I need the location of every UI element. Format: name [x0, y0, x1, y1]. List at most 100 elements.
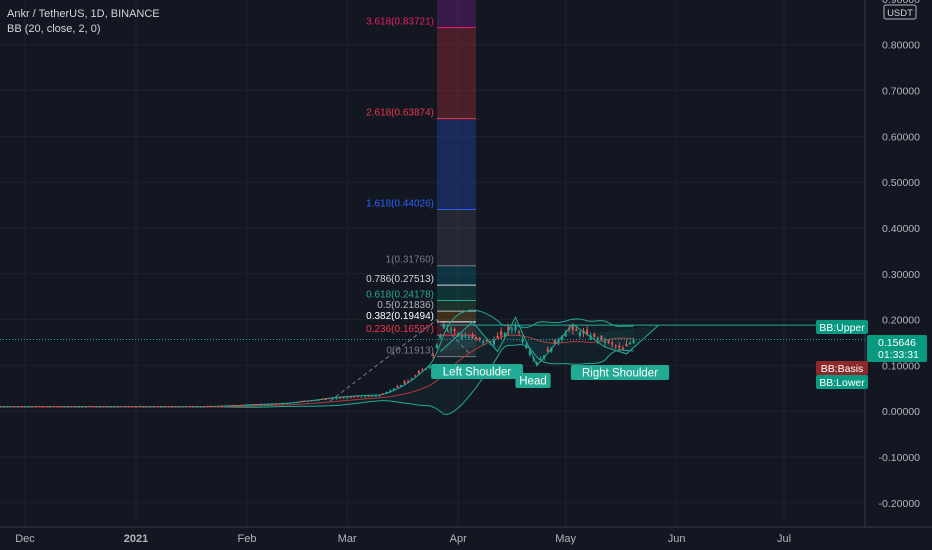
candle-body — [525, 344, 528, 349]
indicator-title: BB (20, close, 2, 0) — [7, 23, 101, 35]
bb-lower-badge: BB:Lower — [819, 377, 865, 389]
price-tick: 0.70000 — [882, 86, 920, 98]
candle-body — [170, 406, 173, 408]
candle-body — [321, 399, 324, 401]
time-tick: May — [555, 533, 576, 545]
candle-body — [324, 398, 327, 400]
bb-upper-badge: BB:Upper — [819, 322, 865, 334]
fib-label: 0(0.11913) — [386, 346, 434, 357]
candle-body — [449, 328, 453, 330]
bb-lower-badge-bg — [816, 375, 868, 389]
candle-body — [278, 403, 281, 405]
candle-body — [467, 337, 471, 339]
candle-body — [84, 406, 87, 408]
candle-body — [338, 397, 342, 399]
candle-body — [210, 405, 213, 407]
candle-body — [310, 400, 313, 402]
candle-body — [174, 406, 177, 408]
currency-badge — [883, 4, 917, 20]
candle-body — [611, 342, 614, 345]
candle-body — [550, 347, 553, 352]
candle-body — [381, 393, 385, 395]
candle-body — [202, 406, 206, 408]
time-tick: Mar — [338, 533, 357, 545]
candle-body — [607, 340, 610, 343]
candle-body — [571, 325, 574, 330]
candle-body — [403, 381, 406, 384]
fib-label: 0.786(0.27513) — [366, 274, 434, 285]
candle-body — [313, 400, 317, 402]
candle-body — [227, 405, 231, 407]
candle-body — [52, 406, 55, 408]
head-and-shoulders-pattern[interactable]: Left Shoulder Head Right Shoulder — [431, 316, 865, 388]
candle-body — [13, 406, 16, 408]
candle-body — [439, 334, 442, 338]
candle-body — [249, 404, 252, 406]
fib-zone — [437, 0, 476, 28]
candle-body — [428, 365, 431, 368]
candle-body — [399, 384, 402, 387]
candle-body — [231, 405, 234, 407]
head-label: Head — [519, 376, 547, 388]
candle-body — [177, 406, 181, 408]
candle-body — [88, 406, 91, 408]
time-tick: Dec — [15, 533, 35, 545]
fib-extension[interactable]: 3.618(0.83721) 2.618(0.63874) 1.618(0.4402… — [329, 0, 476, 402]
fib-trend-line — [329, 319, 438, 402]
candle-body — [199, 406, 202, 408]
last-price-value: 0.15646 — [878, 337, 916, 349]
candle-body — [16, 406, 19, 408]
candle-body — [256, 404, 259, 406]
candle-body — [117, 406, 120, 408]
candle-body — [492, 340, 496, 345]
candle-body — [346, 397, 349, 399]
candle-body — [185, 406, 188, 408]
candle-body — [285, 403, 288, 405]
price-tick: -0.10000 — [879, 452, 921, 464]
candle-body — [91, 406, 95, 408]
pattern-outline — [439, 316, 660, 367]
time-tick: 2021 — [124, 533, 148, 545]
fib-label: 0.618(0.24178) — [366, 289, 434, 300]
candle-body — [407, 381, 410, 383]
candle-body — [628, 342, 632, 344]
candle-body — [31, 406, 34, 408]
candle-body — [274, 403, 277, 405]
candle-body — [81, 406, 84, 408]
candle-body — [74, 406, 77, 408]
candle-body — [510, 328, 513, 330]
candle-body — [618, 345, 621, 348]
candle-body — [464, 336, 467, 338]
candle-body — [360, 396, 363, 398]
candle-body — [106, 406, 109, 408]
time-tick: Feb — [237, 533, 256, 545]
price-axis-bg — [865, 0, 932, 550]
candle-body — [66, 406, 70, 408]
fib-label: 2.618(0.63874) — [366, 108, 434, 119]
price-tick: 0.00000 — [882, 406, 920, 418]
fib-label: 3.618(0.83721) — [366, 17, 434, 28]
bb-basis-badge-bg — [816, 361, 868, 375]
bb-upper-badge-bg — [816, 320, 868, 334]
candle-body — [503, 333, 506, 336]
candle-body — [34, 406, 37, 408]
price-tick: 0.80000 — [882, 40, 920, 52]
price-tick: 0.60000 — [882, 131, 920, 143]
fib-zone — [437, 285, 476, 301]
fib-label: 0.236(0.16597) — [366, 324, 434, 335]
candle-body — [378, 395, 381, 397]
candle-body — [238, 405, 241, 407]
left-shoulder-label: Left Shoulder — [443, 367, 512, 379]
candle-body — [578, 332, 582, 336]
candle-body — [220, 405, 223, 407]
candle-body — [553, 339, 556, 345]
price-tick: 0.20000 — [882, 315, 920, 327]
candle-body — [260, 404, 263, 406]
candle-body — [485, 339, 488, 342]
candle-body — [564, 332, 567, 337]
candle-body — [356, 396, 360, 398]
time-tick: Jun — [668, 533, 686, 545]
price-tick: 0.10000 — [882, 360, 920, 372]
